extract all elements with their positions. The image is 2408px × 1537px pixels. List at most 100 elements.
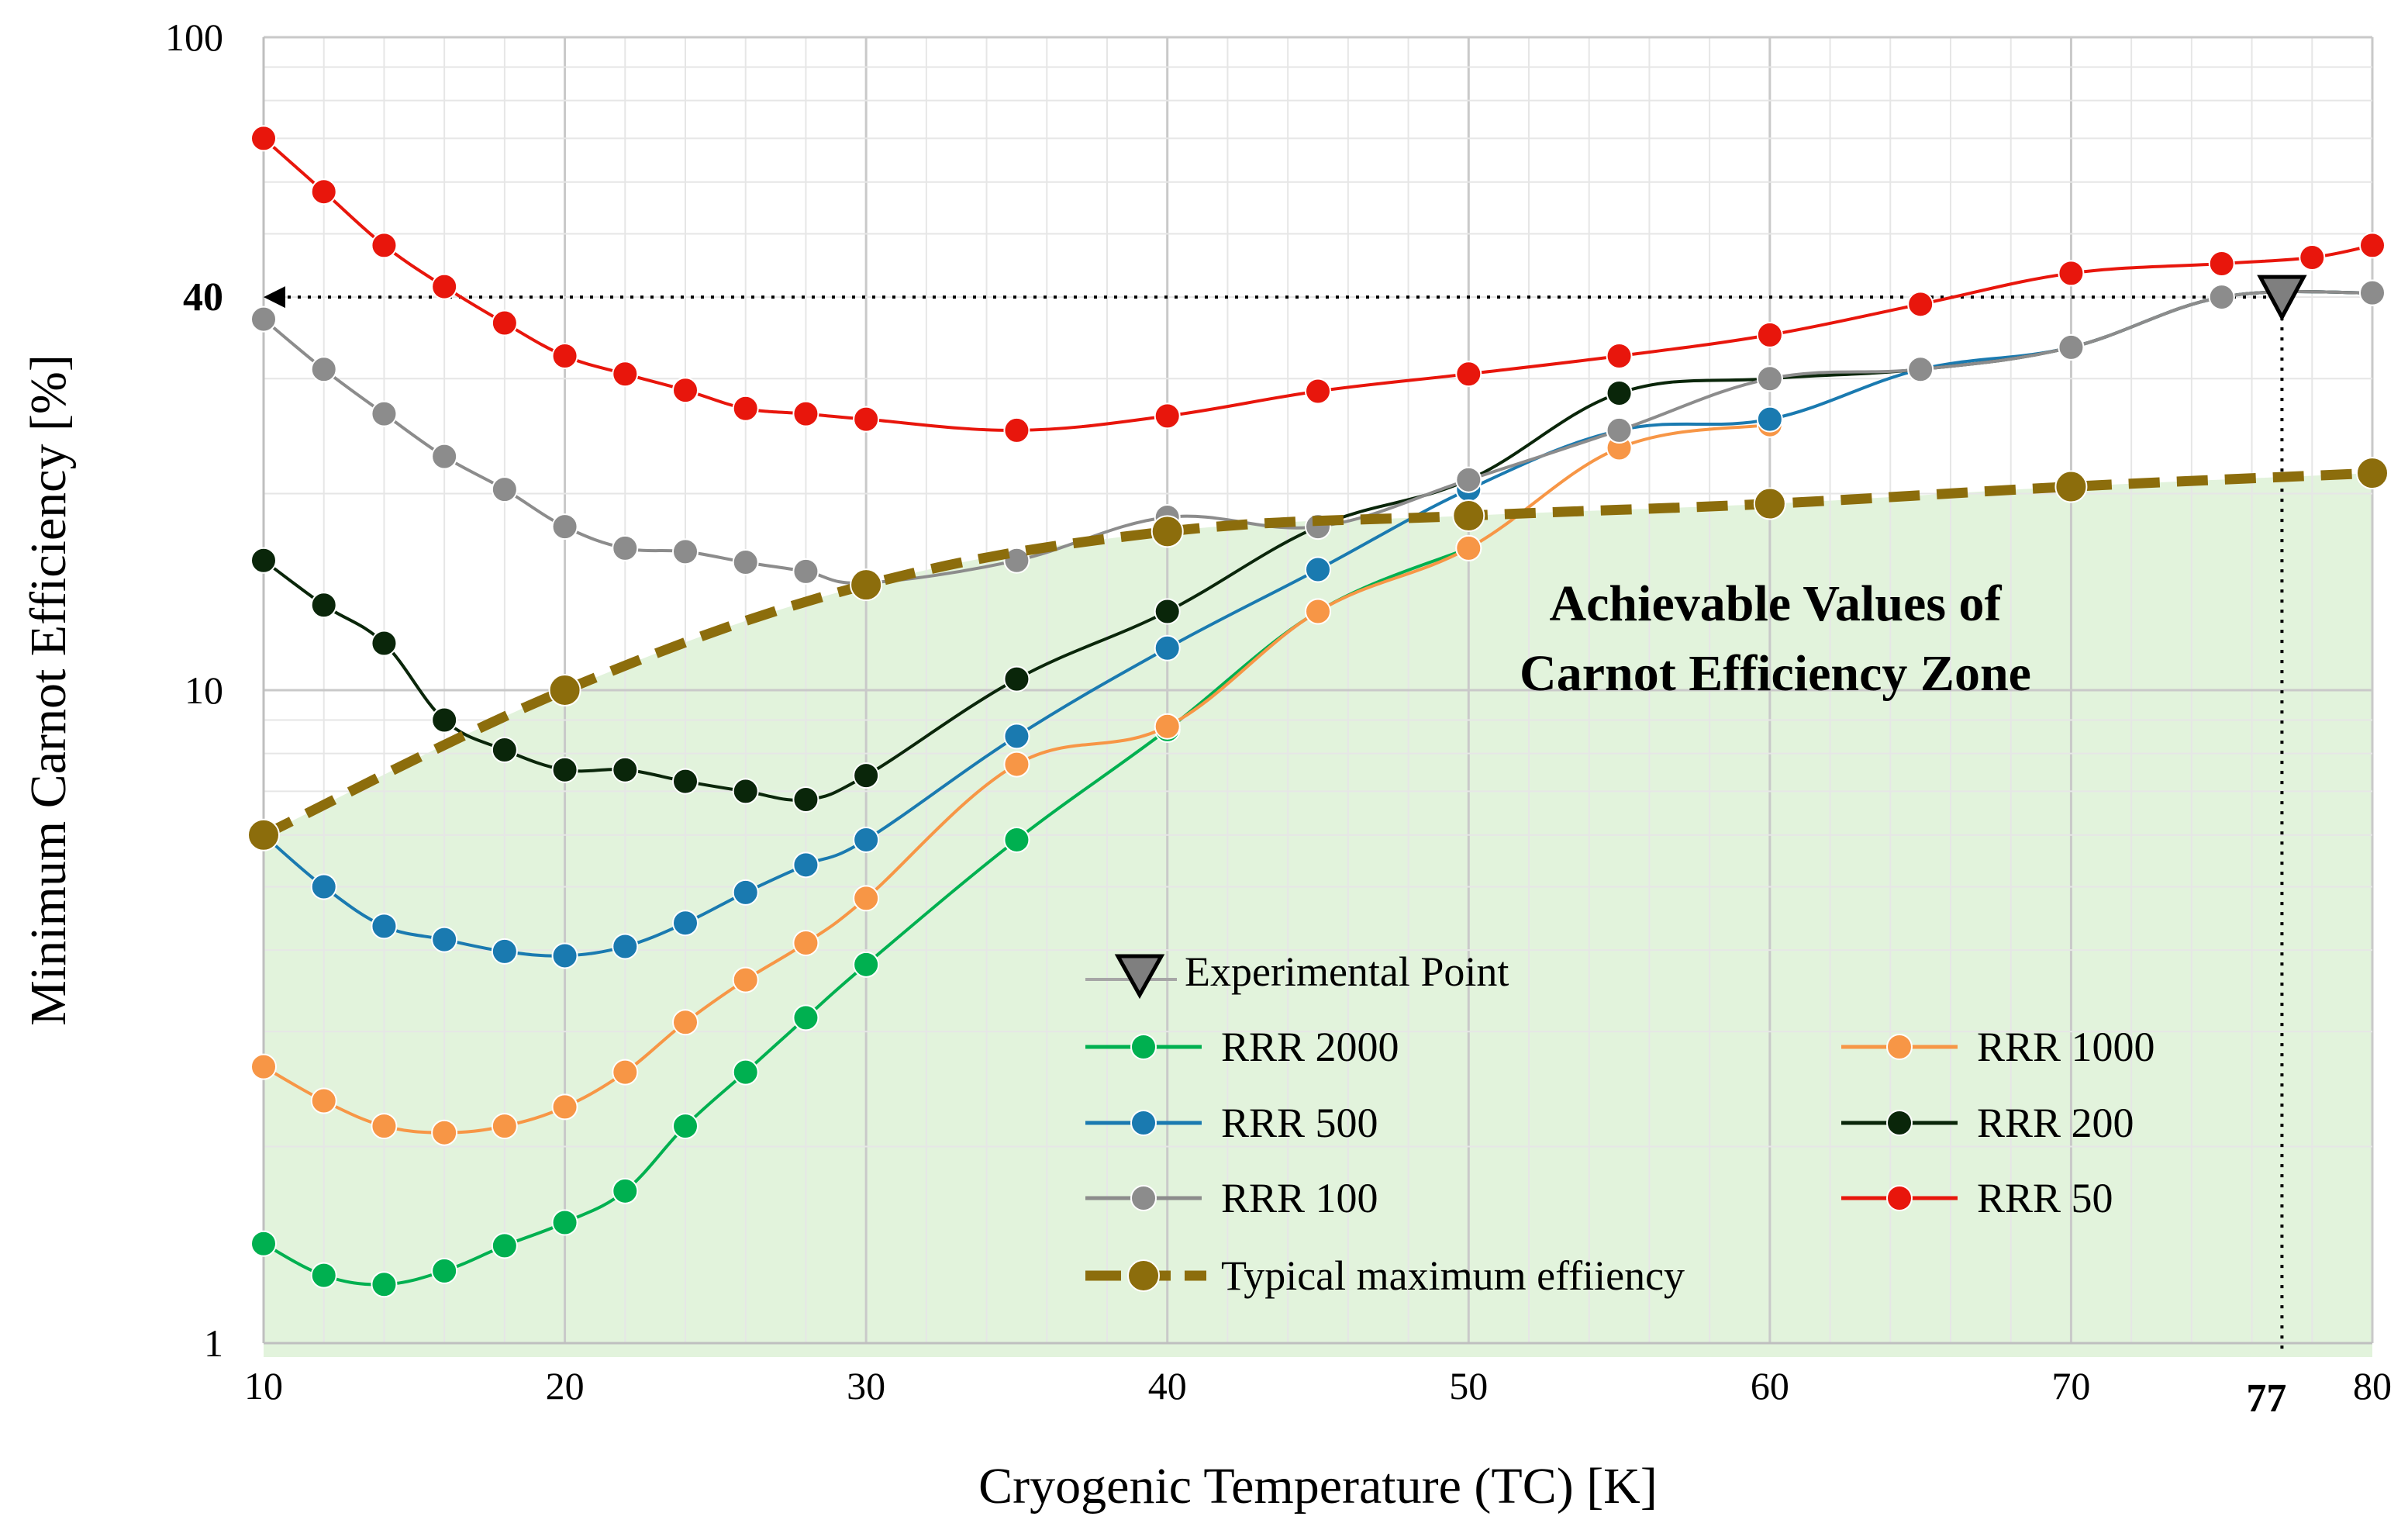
data-point (2054, 470, 2088, 503)
data-point (792, 1004, 819, 1031)
data-point (250, 306, 277, 333)
data-point (853, 826, 880, 853)
data-point (431, 1257, 458, 1284)
data-point (612, 534, 639, 561)
legend-item: RRR 500 (1085, 1100, 1378, 1146)
data-point (853, 762, 880, 789)
data-point (371, 1271, 398, 1298)
data-point (371, 400, 398, 427)
data-point (431, 443, 458, 470)
data-point (310, 178, 337, 206)
y-tick-label: 10 (185, 668, 223, 712)
series-typical-maximum-effiiency (247, 457, 2389, 851)
data-point (792, 558, 819, 585)
data-point (1003, 665, 1030, 693)
legend-swatch-marker (1886, 1110, 1913, 1136)
data-point (2359, 232, 2386, 259)
data-point (1151, 515, 1184, 548)
data-point (672, 768, 699, 795)
x-tick-label: 80 (2353, 1364, 2392, 1407)
data-point (1455, 361, 1482, 388)
y-tick-label: 100 (165, 16, 223, 59)
data-point (310, 873, 337, 900)
data-point (672, 1113, 699, 1140)
data-point (491, 1113, 518, 1140)
data-point (1606, 342, 1633, 369)
data-point (431, 273, 458, 300)
data-point (732, 1059, 759, 1086)
data-point (612, 1059, 639, 1086)
arrowhead-left-icon (264, 286, 285, 309)
y-axis-title: Minimum Carnot Efficiency [%] (20, 354, 77, 1026)
x-tick-label: 30 (847, 1364, 885, 1407)
highlight-x-label: 77 (2246, 1376, 2286, 1421)
data-point (1154, 598, 1181, 625)
data-point (371, 630, 398, 657)
data-point (431, 1119, 458, 1146)
data-point (1003, 416, 1030, 444)
data-point (310, 592, 337, 619)
data-point (1154, 634, 1181, 661)
data-point (2058, 333, 2085, 361)
data-point (2208, 284, 2235, 311)
x-tick-label: 50 (1449, 1364, 1488, 1407)
legend-item: RRR 200 (1841, 1100, 2134, 1146)
data-point (310, 1087, 337, 1114)
data-point (1003, 826, 1030, 853)
data-point (1756, 321, 1783, 348)
x-tick-label: 40 (1148, 1364, 1187, 1407)
data-point (1455, 534, 1482, 561)
x-tick-label: 60 (1751, 1364, 1789, 1407)
data-point (2058, 260, 2085, 287)
data-point (1907, 356, 1934, 383)
legend-label: RRR 2000 (1221, 1024, 1399, 1070)
data-point (1003, 723, 1030, 750)
data-point (732, 966, 759, 993)
series-rrr-1000 (250, 411, 1783, 1146)
data-point (1154, 402, 1181, 430)
legend-label: RRR 1000 (1977, 1024, 2155, 1070)
x-tick-label: 10 (244, 1364, 283, 1407)
legend-swatch-marker (1130, 1110, 1157, 1136)
data-point (853, 951, 880, 978)
data-point (551, 513, 578, 541)
data-point (250, 547, 277, 574)
highlight-y-label: 40 (183, 275, 223, 319)
data-point (2299, 244, 2326, 271)
experimental-point-marker (2257, 275, 2307, 322)
series-line (261, 468, 2373, 840)
data-point (1907, 291, 1934, 318)
data-point (371, 1113, 398, 1140)
legend-item: Experimental Point (1085, 948, 1509, 1000)
data-point (1305, 378, 1331, 405)
data-point (491, 737, 518, 764)
data-point (250, 1230, 277, 1257)
legend-label: RRR 50 (1977, 1175, 2113, 1221)
data-point (2359, 279, 2386, 306)
legend-item: Typical maximum effiiency (1085, 1252, 1685, 1299)
legend-swatch-marker (1886, 1034, 1913, 1060)
data-point (551, 756, 578, 783)
data-point (732, 778, 759, 805)
data-point (612, 756, 639, 783)
data-point (1753, 487, 1786, 520)
data-point (310, 1262, 337, 1289)
data-point (250, 1053, 277, 1080)
legend-label: RRR 100 (1221, 1175, 1378, 1221)
data-point (612, 1177, 639, 1204)
legend-label: RRR 500 (1221, 1100, 1378, 1146)
data-point (1003, 547, 1030, 574)
data-point (1756, 365, 1783, 392)
legend-label: Typical maximum effiiency (1221, 1252, 1685, 1299)
data-point (732, 395, 759, 422)
zone-label-line2: Carnot Efficiency Zone (1520, 645, 2031, 702)
legend-item: RRR 50 (1841, 1175, 2113, 1221)
data-point (2356, 457, 2389, 490)
data-point (2208, 250, 2235, 277)
data-point (672, 1009, 699, 1036)
data-point (672, 377, 699, 404)
legend-label: RRR 200 (1977, 1100, 2134, 1146)
zone-label-line1: Achievable Values of (1549, 575, 2002, 632)
data-point (792, 930, 819, 957)
